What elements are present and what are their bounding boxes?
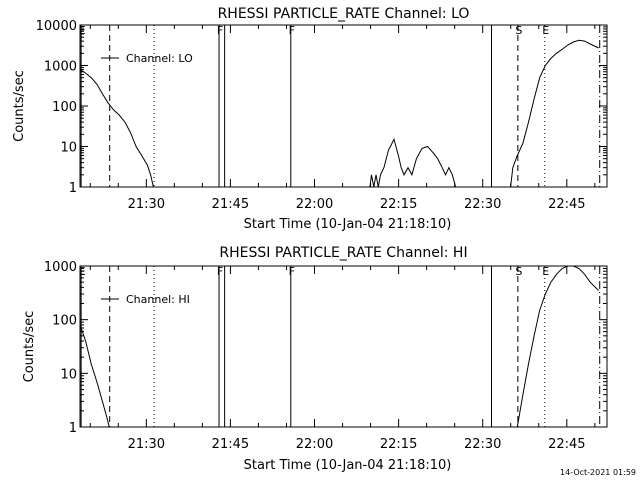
y-tick-label: 10 (60, 367, 77, 382)
event-marker-label: S (515, 265, 522, 278)
data-series-line (79, 68, 154, 188)
x-axis-label: Start Time (10-Jan-04 21:18:10) (244, 458, 452, 473)
x-tick-label: 21:45 (212, 437, 249, 452)
y-tick-label: 1000 (44, 260, 77, 275)
data-series-line (510, 39, 599, 188)
plot-frame (79, 24, 608, 188)
y-tick-label: 10000 (36, 19, 77, 34)
x-axis-label: Start Time (10-Jan-04 21:18:10) (244, 217, 452, 232)
data-series-line (79, 324, 110, 428)
lo-channel-panel: RHESSI PARTICLE_RATE Channel: LO 1 10 100 10… (12, 6, 608, 232)
event-marker-label: F (289, 24, 295, 37)
chart-title: RHESSI PARTICLE_RATE Channel: LO (218, 6, 470, 22)
x-tick-label: 22:15 (380, 197, 417, 212)
x-tick-label: 21:45 (212, 197, 249, 212)
y-tick-label: 100 (52, 100, 77, 115)
data-series-line (369, 138, 457, 188)
event-marker-label: F (217, 24, 223, 37)
x-tick-label: 21:30 (128, 437, 165, 452)
footer-timestamp: 14-Oct-2021 01:59 (560, 468, 636, 477)
event-marker-label: E (79, 24, 86, 37)
y-axis-label: Counts/sec (22, 311, 37, 383)
legend-label: Channel: HI (126, 293, 190, 306)
x-tick-label: 22:30 (464, 197, 501, 212)
x-tick-label: 22:45 (548, 437, 585, 452)
x-tick-label: 22:30 (464, 437, 501, 452)
x-tick-label: 22:00 (296, 437, 333, 452)
event-marker-label: F (217, 265, 223, 278)
event-marker-label: F (289, 265, 295, 278)
event-marker-label: S (515, 24, 522, 37)
chart-title: RHESSI PARTICLE_RATE Channel: HI (219, 245, 467, 261)
plot-frame (79, 265, 608, 428)
event-marker-label: E (542, 265, 549, 278)
hi-channel-panel: RHESSI PARTICLE_RATE Channel: HI 1 10 100 10… (22, 245, 608, 473)
x-tick-label: 22:45 (548, 197, 585, 212)
x-tick-label: 21:30 (128, 197, 165, 212)
y-tick-label: 10 (60, 141, 77, 156)
event-marker-label: E (542, 24, 549, 37)
event-marker-label: E (79, 265, 86, 278)
y-axis-label: Counts/sec (12, 70, 27, 142)
x-tick-label: 22:15 (380, 437, 417, 452)
x-tick-label: 22:00 (296, 197, 333, 212)
y-tick-label: 1 (69, 181, 77, 196)
y-tick-label: 1 (69, 421, 77, 436)
data-series-line (516, 265, 599, 428)
y-tick-label: 100 (52, 314, 77, 329)
y-tick-label: 1000 (44, 60, 77, 75)
legend-label: Channel: LO (126, 52, 193, 65)
